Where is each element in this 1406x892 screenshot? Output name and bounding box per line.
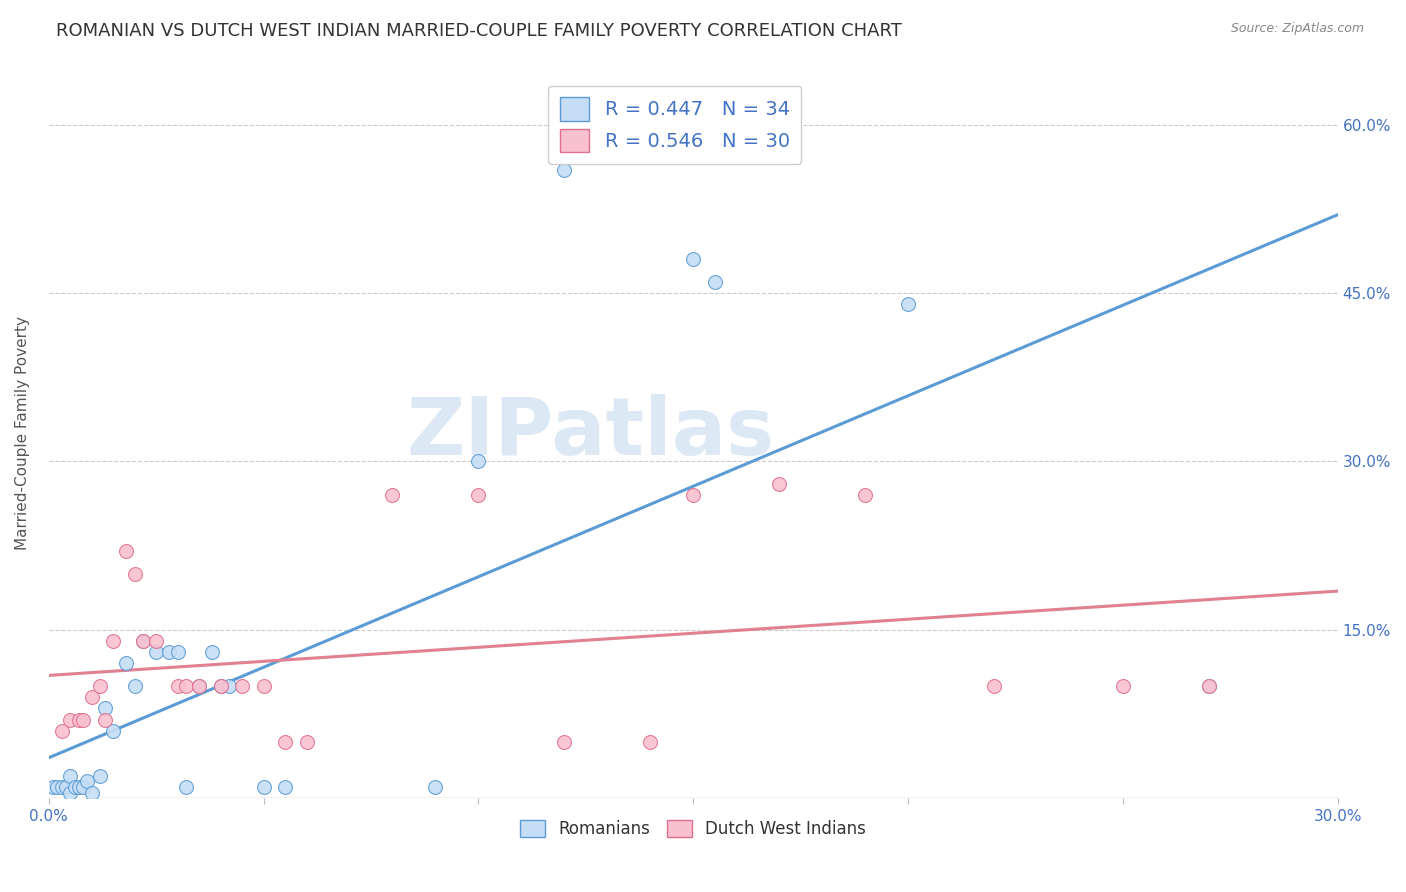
- Legend: Romanians, Dutch West Indians: Romanians, Dutch West Indians: [513, 813, 873, 845]
- Point: [42, 780, 65, 794]
- Point: [115, 544, 138, 558]
- Point: [1112, 679, 1135, 693]
- Point: [201, 645, 224, 659]
- Point: [55, 780, 77, 794]
- Point: [132, 634, 155, 648]
- Point: [425, 780, 447, 794]
- Point: [46, 780, 69, 794]
- Point: [67, 780, 90, 794]
- Point: [682, 488, 704, 502]
- Point: [174, 679, 197, 693]
- Point: [132, 634, 155, 648]
- Point: [51, 780, 73, 794]
- Point: [72, 713, 94, 727]
- Point: [93, 701, 115, 715]
- Point: [59, 785, 82, 799]
- Point: [553, 162, 575, 177]
- Point: [252, 679, 274, 693]
- Point: [124, 679, 146, 693]
- Point: [76, 774, 98, 789]
- Point: [89, 679, 111, 693]
- Point: [274, 735, 297, 749]
- Point: [59, 713, 82, 727]
- Point: [983, 679, 1005, 693]
- Point: [67, 713, 90, 727]
- Point: [703, 275, 725, 289]
- Point: [145, 645, 167, 659]
- Point: [897, 297, 920, 311]
- Point: [274, 780, 297, 794]
- Text: Source: ZipAtlas.com: Source: ZipAtlas.com: [1230, 22, 1364, 36]
- Point: [467, 454, 489, 468]
- Point: [188, 679, 211, 693]
- Point: [157, 645, 180, 659]
- Point: [1198, 679, 1220, 693]
- Point: [768, 476, 790, 491]
- Point: [51, 723, 73, 738]
- Point: [682, 252, 704, 267]
- Point: [188, 679, 211, 693]
- Point: [115, 657, 138, 671]
- Point: [145, 634, 167, 648]
- Text: ZIPatlas: ZIPatlas: [406, 394, 775, 473]
- Point: [59, 769, 82, 783]
- Point: [166, 645, 188, 659]
- Point: [174, 780, 197, 794]
- Point: [166, 679, 188, 693]
- Point: [638, 735, 661, 749]
- Point: [231, 679, 253, 693]
- Point: [553, 735, 575, 749]
- Point: [89, 769, 111, 783]
- Point: [1198, 679, 1220, 693]
- Point: [218, 679, 240, 693]
- Point: [124, 566, 146, 581]
- Point: [853, 488, 876, 502]
- Point: [103, 634, 125, 648]
- Point: [209, 679, 232, 693]
- Point: [252, 780, 274, 794]
- Point: [72, 780, 94, 794]
- Point: [103, 723, 125, 738]
- Point: [467, 488, 489, 502]
- Point: [80, 785, 103, 799]
- Point: [93, 713, 115, 727]
- Point: [209, 679, 232, 693]
- Y-axis label: Married-Couple Family Poverty: Married-Couple Family Poverty: [15, 317, 30, 550]
- Point: [381, 488, 404, 502]
- Point: [80, 690, 103, 705]
- Point: [295, 735, 318, 749]
- Point: [63, 780, 86, 794]
- Text: ROMANIAN VS DUTCH WEST INDIAN MARRIED-COUPLE FAMILY POVERTY CORRELATION CHART: ROMANIAN VS DUTCH WEST INDIAN MARRIED-CO…: [56, 22, 903, 40]
